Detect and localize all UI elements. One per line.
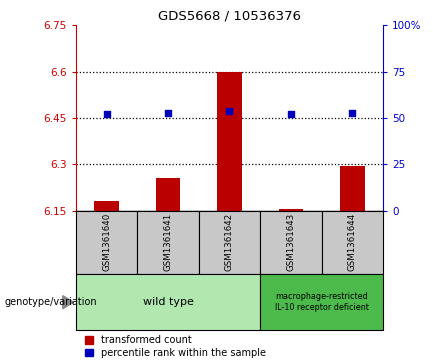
Text: GSM1361644: GSM1361644 — [348, 213, 357, 272]
Bar — [279, 209, 303, 211]
Text: genotype/variation: genotype/variation — [4, 297, 97, 307]
Legend: transformed count, percentile rank within the sample: transformed count, percentile rank withi… — [85, 335, 266, 358]
Text: GSM1361643: GSM1361643 — [287, 213, 295, 272]
Point — [165, 110, 171, 116]
Bar — [322, 211, 383, 274]
Point — [349, 110, 356, 116]
Title: GDS5668 / 10536376: GDS5668 / 10536376 — [158, 10, 301, 23]
Text: GSM1361640: GSM1361640 — [102, 213, 111, 272]
Bar — [340, 166, 365, 211]
Bar — [94, 201, 119, 211]
Bar — [137, 211, 199, 274]
Text: wild type: wild type — [142, 297, 194, 307]
Bar — [76, 211, 137, 274]
Point — [103, 111, 110, 117]
Text: GSM1361642: GSM1361642 — [225, 213, 234, 272]
Bar — [260, 274, 383, 330]
Bar — [260, 211, 322, 274]
Text: macrophage-restricted
IL-10 receptor deficient: macrophage-restricted IL-10 receptor def… — [275, 293, 368, 312]
Bar — [156, 178, 180, 211]
Text: GSM1361641: GSM1361641 — [164, 213, 172, 272]
Bar — [199, 211, 260, 274]
Bar — [76, 274, 260, 330]
Bar — [217, 72, 242, 211]
Point — [288, 111, 294, 117]
Point — [226, 108, 233, 114]
